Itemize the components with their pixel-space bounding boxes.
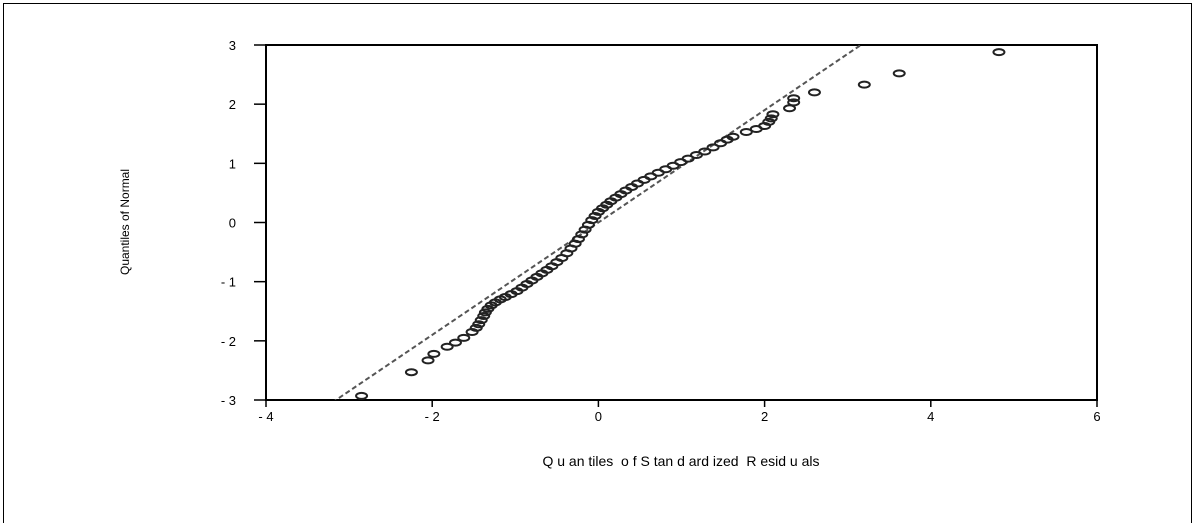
reference-line — [334, 45, 863, 400]
data-point — [477, 311, 491, 320]
data-point — [892, 69, 906, 78]
data-point — [766, 110, 780, 119]
data-point — [421, 356, 435, 365]
data-point — [787, 98, 801, 107]
chart-frame — [3, 3, 1192, 523]
data-point — [427, 349, 441, 358]
plot-area-border — [265, 44, 1098, 401]
data-point — [355, 391, 369, 400]
x-tick-label: 0 — [595, 409, 602, 424]
y-axis-title: Quantiles of Normal — [118, 169, 132, 275]
data-point — [764, 114, 778, 123]
data-point — [440, 342, 454, 351]
data-point — [992, 48, 1006, 57]
data-point — [448, 338, 462, 347]
data-point — [726, 132, 740, 141]
data-point — [698, 147, 712, 156]
data-point — [807, 88, 821, 97]
data-point — [706, 143, 720, 152]
x-tick-label: 4 — [927, 409, 934, 424]
y-tick-label: - 3 — [221, 393, 236, 408]
x-tick-label: - 2 — [425, 409, 440, 424]
y-tick-label: - 2 — [221, 334, 236, 349]
y-tick-label: - 1 — [221, 275, 236, 290]
y-tick-label: 3 — [229, 38, 236, 53]
y-tick-label: 0 — [229, 216, 236, 231]
data-point — [588, 211, 602, 220]
data-point — [457, 333, 471, 342]
data-point — [474, 316, 488, 325]
data-point — [739, 127, 753, 136]
y-tick-label: 2 — [229, 97, 236, 112]
x-tick-label: - 4 — [258, 409, 273, 424]
data-point — [472, 320, 486, 329]
data-point — [585, 216, 599, 225]
x-axis-title: Q u an tiles o f S tan d ard ized R esid… — [542, 453, 819, 469]
x-tick-label: 6 — [1093, 409, 1100, 424]
y-tick-label: 1 — [229, 156, 236, 171]
data-point — [857, 80, 871, 89]
data-point — [787, 94, 801, 103]
x-tick-label: 2 — [761, 409, 768, 424]
data-point — [404, 368, 418, 377]
